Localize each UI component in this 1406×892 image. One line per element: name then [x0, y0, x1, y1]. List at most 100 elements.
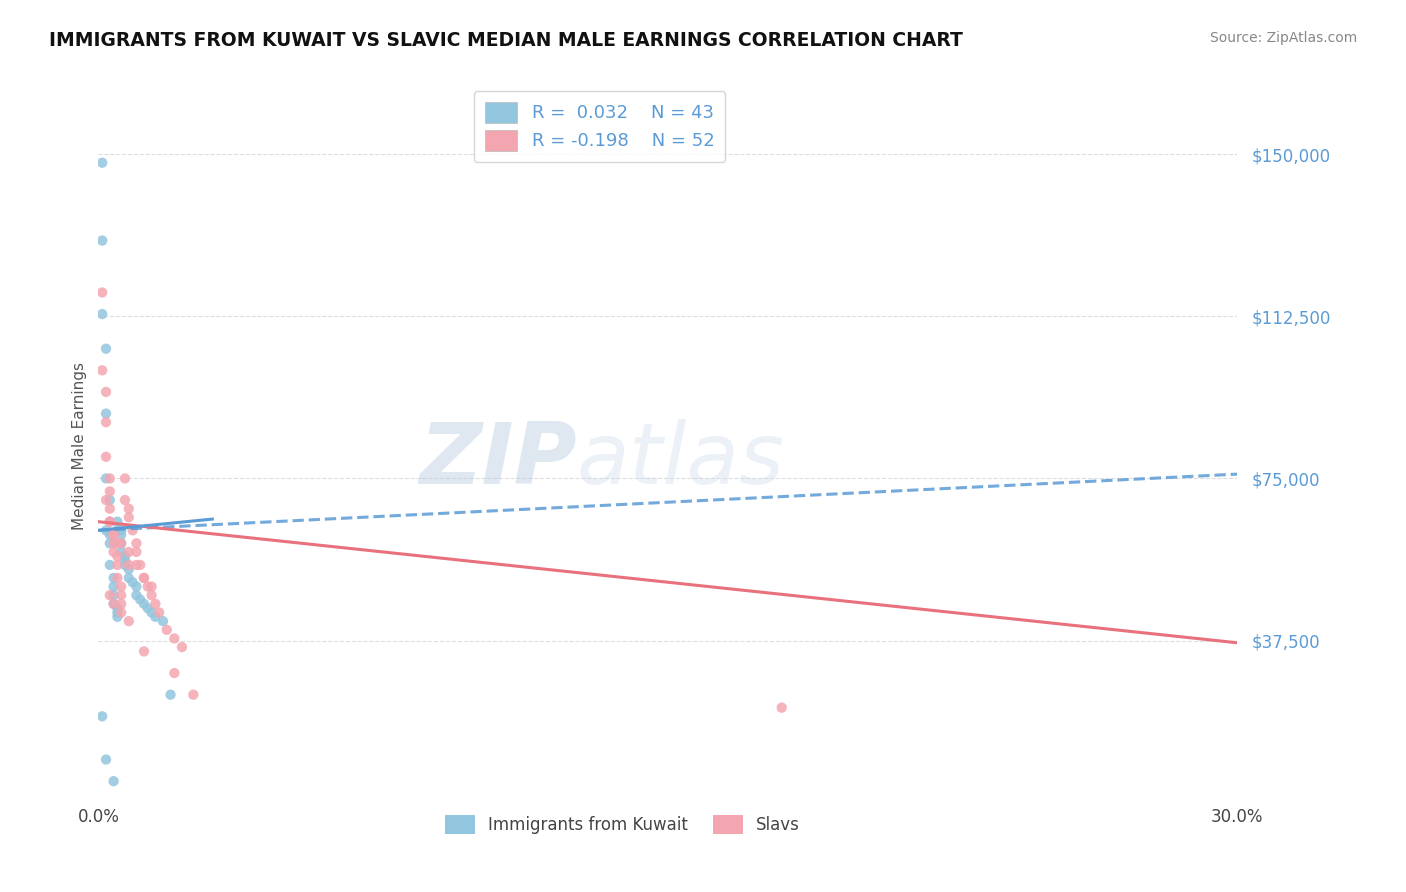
Point: [107, 571, 129, 585]
Point: [163, 632, 186, 646]
Point: [91, 709, 114, 723]
Point: [114, 558, 136, 572]
Text: ZIP: ZIP: [419, 418, 576, 502]
Point: [103, 536, 125, 550]
Point: [103, 588, 125, 602]
Point: [132, 644, 155, 658]
Legend: Immigrants from Kuwait, Slavs: Immigrants from Kuwait, Slavs: [434, 805, 810, 845]
Point: [107, 601, 129, 615]
Point: [770, 700, 793, 714]
Text: atlas: atlas: [576, 418, 785, 502]
Point: [125, 536, 148, 550]
Point: [148, 606, 170, 620]
Point: [118, 562, 141, 576]
Point: [103, 545, 125, 559]
Point: [110, 524, 132, 538]
Point: [118, 510, 141, 524]
Point: [107, 610, 129, 624]
Point: [132, 571, 155, 585]
Point: [98, 515, 121, 529]
Point: [103, 597, 125, 611]
Point: [156, 623, 179, 637]
Point: [94, 753, 117, 767]
Point: [163, 666, 186, 681]
Point: [91, 285, 114, 300]
Point: [94, 450, 117, 464]
Point: [183, 688, 205, 702]
Point: [125, 558, 148, 572]
Point: [121, 524, 143, 538]
Point: [107, 524, 129, 538]
Point: [132, 597, 155, 611]
Point: [98, 501, 121, 516]
Point: [107, 515, 129, 529]
Point: [125, 580, 148, 594]
Point: [94, 407, 117, 421]
Point: [94, 342, 117, 356]
Point: [114, 553, 136, 567]
Point: [170, 640, 193, 654]
Point: [107, 549, 129, 564]
Point: [145, 597, 167, 611]
Point: [110, 580, 132, 594]
Text: Source: ZipAtlas.com: Source: ZipAtlas.com: [1209, 31, 1357, 45]
Point: [103, 527, 125, 541]
Point: [110, 545, 132, 559]
Point: [136, 580, 159, 594]
Point: [114, 549, 136, 564]
Point: [118, 571, 141, 585]
Point: [152, 614, 174, 628]
Point: [118, 558, 141, 572]
Point: [110, 536, 132, 550]
Point: [94, 493, 117, 508]
Point: [136, 601, 159, 615]
Point: [107, 536, 129, 550]
Point: [91, 363, 114, 377]
Point: [132, 571, 155, 585]
Point: [94, 471, 117, 485]
Point: [129, 592, 152, 607]
Point: [98, 536, 121, 550]
Point: [98, 558, 121, 572]
Point: [110, 597, 132, 611]
Point: [141, 580, 163, 594]
Point: [141, 606, 163, 620]
Point: [98, 515, 121, 529]
Point: [98, 527, 121, 541]
Point: [121, 575, 143, 590]
Point: [114, 493, 136, 508]
Point: [118, 545, 141, 559]
Point: [103, 774, 125, 789]
Point: [110, 588, 132, 602]
Point: [118, 614, 141, 628]
Point: [91, 307, 114, 321]
Point: [118, 501, 141, 516]
Text: IMMIGRANTS FROM KUWAIT VS SLAVIC MEDIAN MALE EARNINGS CORRELATION CHART: IMMIGRANTS FROM KUWAIT VS SLAVIC MEDIAN …: [49, 31, 963, 50]
Point: [141, 588, 163, 602]
Point: [98, 493, 121, 508]
Point: [110, 536, 132, 550]
Point: [103, 527, 125, 541]
Point: [129, 558, 152, 572]
Point: [145, 610, 167, 624]
Point: [107, 606, 129, 620]
Point: [94, 384, 117, 399]
Point: [98, 515, 121, 529]
Point: [114, 471, 136, 485]
Point: [94, 524, 117, 538]
Y-axis label: Median Male Earnings: Median Male Earnings: [72, 362, 87, 530]
Point: [103, 580, 125, 594]
Point: [125, 545, 148, 559]
Point: [98, 484, 121, 499]
Point: [98, 471, 121, 485]
Point: [91, 155, 114, 169]
Point: [91, 234, 114, 248]
Point: [103, 571, 125, 585]
Point: [98, 588, 121, 602]
Point: [94, 415, 117, 429]
Point: [107, 558, 129, 572]
Point: [103, 597, 125, 611]
Point: [110, 606, 132, 620]
Point: [125, 588, 148, 602]
Point: [110, 527, 132, 541]
